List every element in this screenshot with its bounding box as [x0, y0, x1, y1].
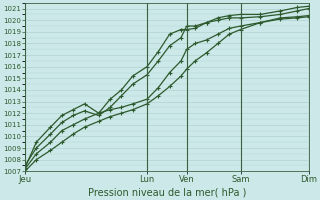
X-axis label: Pression niveau de la mer( hPa ): Pression niveau de la mer( hPa ): [88, 187, 246, 197]
